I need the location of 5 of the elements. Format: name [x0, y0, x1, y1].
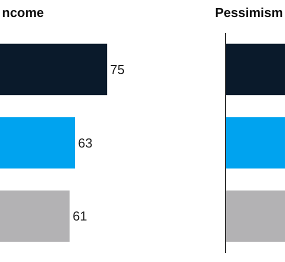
data-label: 61: [72, 208, 88, 224]
chart-title: Pessimism: [215, 5, 283, 20]
chart-title: ncome: [2, 5, 44, 20]
data-label: 63: [78, 135, 92, 150]
data-label: 75: [110, 62, 125, 77]
